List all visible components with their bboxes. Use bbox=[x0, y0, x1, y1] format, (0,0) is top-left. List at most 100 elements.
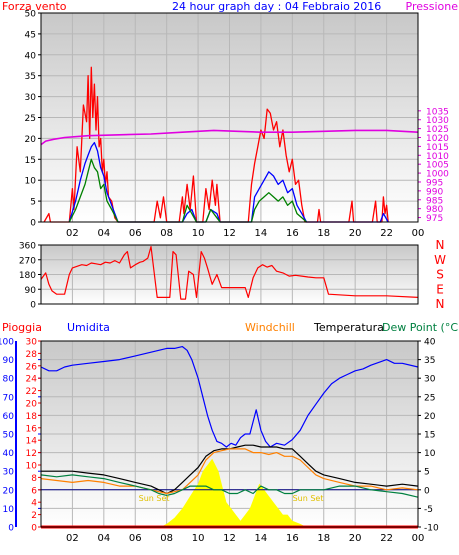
x-tick-label: 14 bbox=[255, 228, 268, 239]
x-tick-label: 20 bbox=[349, 533, 362, 544]
y-tick-label: 30 bbox=[26, 338, 38, 348]
x-tick-label: 04 bbox=[97, 533, 110, 544]
y-tick-label: 975 bbox=[426, 214, 443, 224]
y-tick-label: 25 bbox=[25, 114, 36, 124]
x-tick-label: 20 bbox=[349, 228, 362, 239]
y-tick-label: 10 bbox=[26, 462, 38, 472]
x-tick-label: 12 bbox=[223, 228, 236, 239]
wind-y-axis: 0 5 10 15 20 25 30 35 40 45 50 bbox=[25, 10, 41, 229]
dewpoint-label: Dew Point (°C bbox=[382, 321, 458, 334]
y-tick-label: 990 bbox=[426, 187, 443, 197]
x-tick-label: 22 bbox=[380, 533, 393, 544]
y-tick-label: 0 bbox=[30, 301, 36, 311]
x-tick-label: 02 bbox=[66, 533, 79, 544]
y-tick-label: 30 bbox=[424, 375, 436, 385]
y-tick-label: 80 bbox=[3, 375, 15, 385]
y-tick-label: 1010 bbox=[426, 152, 449, 162]
y-tick-label: 1005 bbox=[426, 161, 449, 171]
compass-label: S bbox=[436, 268, 444, 282]
x-tick-label: 16 bbox=[286, 533, 299, 544]
x-tick-label: 18 bbox=[317, 533, 330, 544]
y-tick-label: 90 bbox=[25, 286, 37, 296]
x-tick-label: 10 bbox=[192, 533, 205, 544]
y-tick-label: 980 bbox=[426, 205, 443, 215]
pressure-y-axis: 9759809859909951000100510101015102010251… bbox=[418, 107, 449, 224]
temp-x-axis: 02 04 06 08 10 12 14 16 18 20 22 00 bbox=[66, 533, 424, 544]
sunset-label: Sun Set bbox=[139, 494, 170, 503]
rain-label: Pioggia bbox=[2, 321, 42, 334]
sunset-annotations: Sun Set Sun Set bbox=[139, 494, 324, 503]
windchill-label: Windchill bbox=[245, 321, 295, 334]
y-tick-label: 22 bbox=[26, 387, 37, 397]
y-tick-label: 1035 bbox=[426, 107, 449, 117]
pressure-label: Pressione bbox=[406, 0, 459, 13]
y-tick-label: 10 bbox=[3, 505, 15, 515]
y-tick-label: 12 bbox=[26, 449, 37, 459]
y-tick-label: 25 bbox=[424, 393, 435, 403]
y-tick-label: 20 bbox=[3, 486, 15, 496]
y-tick-label: 20 bbox=[25, 135, 37, 145]
y-tick-label: 360 bbox=[19, 242, 36, 252]
y-tick-label: 10 bbox=[25, 177, 37, 187]
y-tick-label: 50 bbox=[25, 10, 37, 20]
humidity-line bbox=[40, 346, 419, 448]
y-tick-label: 180 bbox=[19, 271, 36, 281]
x-tick-label: 02 bbox=[66, 228, 79, 239]
dewpoint-line bbox=[40, 474, 419, 498]
y-tick-label: 0 bbox=[8, 524, 14, 534]
wind-label: Forza vento bbox=[2, 0, 67, 13]
wind-x-axis: 02 04 06 08 10 12 14 16 18 20 22 00 bbox=[66, 228, 424, 239]
x-tick-label: 14 bbox=[255, 533, 268, 544]
x-tick-label: 16 bbox=[286, 228, 299, 239]
y-tick-label: 15 bbox=[25, 156, 36, 166]
y-tick-label: 60 bbox=[3, 412, 15, 422]
sunset-label: Sun Set bbox=[293, 494, 324, 503]
y-tick-label: 50 bbox=[3, 431, 15, 441]
x-tick-label: 04 bbox=[97, 228, 110, 239]
x-tick-label: 12 bbox=[223, 533, 236, 544]
y-tick-label: 0 bbox=[30, 219, 36, 229]
pressure-line bbox=[40, 129, 419, 146]
compass-label: W bbox=[434, 253, 446, 267]
temperature-line bbox=[41, 444, 419, 495]
y-tick-label: 10 bbox=[424, 449, 436, 459]
y-tick-label: 6 bbox=[31, 486, 37, 496]
y-tick-label: 1000 bbox=[426, 170, 449, 180]
y-tick-label: 270 bbox=[19, 256, 36, 266]
y-tick-label: 40 bbox=[25, 51, 37, 61]
chart-title: 24 hour graph day : 04 Febbraio 2016 bbox=[172, 0, 381, 13]
y-tick-label: 20 bbox=[26, 400, 38, 410]
y-tick-label: 0 bbox=[31, 524, 37, 534]
direction-y-axis: 0 90 180 270 360 bbox=[19, 242, 41, 311]
compass-label: E bbox=[436, 282, 444, 296]
y-tick-label: 4 bbox=[31, 499, 37, 509]
wind-plot-frame bbox=[40, 12, 419, 223]
y-tick-label: -5 bbox=[424, 505, 433, 515]
y-tick-label: 1015 bbox=[426, 143, 449, 153]
y-tick-label: 40 bbox=[3, 449, 15, 459]
compass-label: N bbox=[436, 238, 445, 252]
y-tick-label: 5 bbox=[424, 468, 430, 478]
y-tick-label: 14 bbox=[26, 437, 38, 447]
y-tick-label: 70 bbox=[3, 393, 15, 403]
y-tick-label: 26 bbox=[26, 362, 38, 372]
y-tick-label: 35 bbox=[25, 72, 36, 82]
x-tick-label: 10 bbox=[192, 228, 205, 239]
x-tick-label: 06 bbox=[129, 228, 142, 239]
y-tick-label: 45 bbox=[25, 30, 36, 40]
y-tick-label: 15 bbox=[424, 431, 435, 441]
temp-plot-frame bbox=[40, 340, 419, 528]
y-tick-label: -10 bbox=[424, 524, 439, 534]
y-tick-label: 985 bbox=[426, 196, 443, 206]
temperature-label: Temperatura bbox=[313, 321, 384, 334]
direction-line bbox=[40, 246, 419, 300]
direction-plot-frame bbox=[40, 244, 419, 305]
y-tick-label: 90 bbox=[3, 356, 15, 366]
y-tick-label: 18 bbox=[26, 412, 38, 422]
y-tick-label: 1020 bbox=[426, 134, 449, 144]
y-tick-label: 1025 bbox=[426, 125, 449, 135]
